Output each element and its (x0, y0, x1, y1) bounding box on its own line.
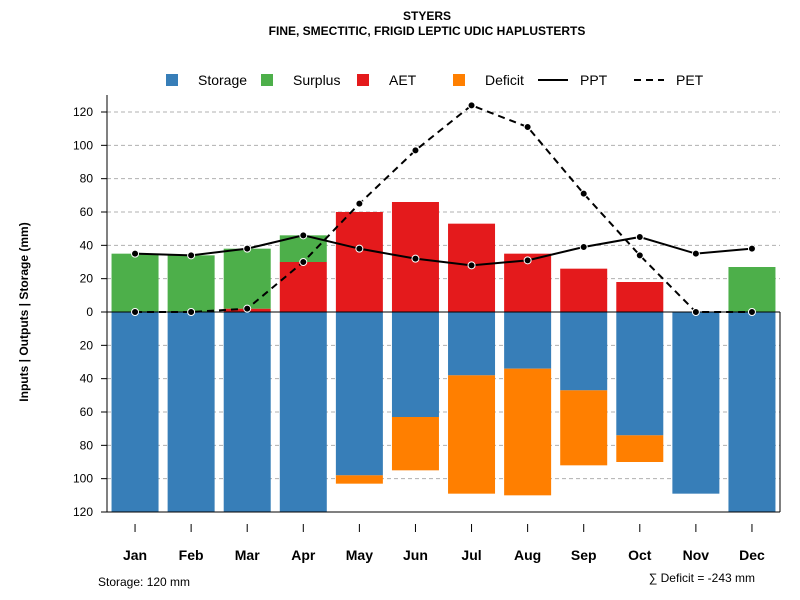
point-pet-mar (243, 304, 252, 313)
bar-deficit-aug (504, 368, 552, 496)
bar-surplus-dec (728, 267, 776, 312)
point-ppt-jun (411, 254, 420, 263)
bar-storage-apr (279, 312, 327, 512)
storage-note: Storage: 120 mm (98, 575, 190, 589)
y-tick-label: 100 (73, 138, 93, 152)
bar-aet-oct (616, 282, 664, 312)
bar-storage-mar (223, 312, 271, 512)
gridlines (107, 111, 780, 480)
point-pet-feb (187, 308, 196, 316)
y-tick-label: 20 (80, 272, 94, 286)
legend-label-surplus: Surplus (293, 72, 340, 88)
point-pet-nov (691, 308, 700, 316)
x-tick-label-jun: Jun (403, 547, 428, 563)
bar-deficit-jun (391, 417, 439, 471)
x-tick-label-nov: Nov (683, 547, 710, 563)
legend-label-aet: AET (389, 72, 417, 88)
legend-swatch-surplus (261, 74, 273, 86)
legend-label-pet: PET (676, 72, 704, 88)
bar-surplus-feb (167, 255, 215, 312)
bar-aet-may (335, 212, 383, 312)
y-tick-label: 80 (80, 438, 94, 452)
point-ppt-mar (243, 244, 252, 253)
point-pet-oct (635, 251, 644, 260)
bar-storage-feb (167, 312, 215, 512)
legend-swatch-deficit (453, 74, 465, 86)
y-tick-label: 40 (80, 372, 94, 386)
bar-storage-may (335, 312, 383, 476)
x-tick-label-jan: Jan (123, 547, 147, 563)
bar-storage-jan (111, 312, 159, 512)
line-ppt (135, 234, 753, 267)
point-ppt-jan (131, 249, 140, 258)
x-tick-label-feb: Feb (179, 547, 204, 563)
x-tick-label-oct: Oct (628, 547, 652, 563)
point-ppt-sep (579, 243, 588, 251)
axes: 120 100 80 60 40 20 0 20 40 60 80 100 120 Jan Feb Mar Ap… (73, 95, 781, 563)
bar-storage-nov (672, 312, 720, 494)
x-tick-label-sep: Sep (571, 547, 597, 563)
point-ppt-oct (635, 233, 644, 241)
series-lines (131, 101, 756, 316)
y-tick-label: 40 (80, 238, 94, 252)
x-tick-label-may: May (346, 547, 373, 563)
bar-deficit-sep (560, 390, 608, 466)
point-pet-may (355, 199, 364, 208)
bar-storage-aug (504, 312, 552, 369)
bar-surplus-jan (111, 253, 159, 312)
x-tick-label-aug: Aug (514, 547, 541, 563)
y-tick-label: 100 (73, 472, 93, 486)
point-pet-aug (523, 123, 532, 131)
y-tick-label: 20 (80, 338, 94, 352)
point-ppt-nov (691, 249, 700, 258)
legend-label-deficit: Deficit (485, 72, 524, 88)
y-tick-label: 60 (80, 205, 94, 219)
bar-storage-jun (391, 312, 439, 417)
legend: Storage Surplus AET Deficit PPT PET (166, 72, 704, 88)
point-ppt-apr (299, 231, 308, 240)
point-ppt-aug (523, 256, 532, 265)
y-tick-label: 120 (73, 105, 93, 119)
bar-storage-jul (448, 312, 496, 376)
point-ppt-may (355, 244, 364, 253)
bars (111, 202, 776, 512)
x-tick-label-mar: Mar (235, 547, 260, 563)
x-tick-label-dec: Dec (739, 547, 765, 563)
bar-deficit-oct (616, 435, 664, 462)
y-tick-label: 60 (80, 405, 94, 419)
point-pet-jun (411, 146, 420, 155)
legend-label-storage: Storage (198, 72, 247, 88)
bar-deficit-jul (448, 375, 496, 494)
bar-storage-oct (616, 312, 664, 436)
chart-title: STYERS (403, 9, 451, 23)
y-tick-label: 0 (86, 305, 93, 319)
point-ppt-jul (467, 261, 476, 270)
bar-aet-apr (279, 262, 327, 312)
point-ppt-feb (187, 251, 196, 260)
point-pet-jul (467, 101, 476, 110)
legend-swatch-aet (357, 74, 369, 86)
legend-label-ppt: PPT (580, 72, 608, 88)
y-tick-label: 120 (73, 505, 93, 519)
point-pet-sep (579, 189, 588, 198)
bar-storage-sep (560, 312, 608, 391)
deficit-note: ∑ Deficit = -243 mm (649, 571, 755, 585)
y-tick-label: 80 (80, 172, 94, 186)
line-pet (135, 104, 752, 313)
point-pet-jan (131, 308, 140, 316)
x-tick-label-jul: Jul (461, 547, 481, 563)
bar-aet-sep (560, 268, 608, 312)
point-pet-apr (299, 258, 308, 266)
point-pet-dec (747, 308, 756, 316)
legend-swatch-storage (166, 74, 178, 86)
y-axis-label: Inputs | Outputs | Storage (mm) (17, 222, 31, 401)
point-ppt-dec (747, 244, 756, 253)
bar-storage-dec (728, 312, 776, 512)
bar-surplus-mar (223, 248, 271, 309)
bar-deficit-may (335, 475, 383, 484)
x-tick-label-apr: Apr (291, 547, 316, 563)
chart-subtitle: FINE, SMECTITIC, FRIGID LEPTIC UDIC HAPL… (269, 24, 586, 38)
